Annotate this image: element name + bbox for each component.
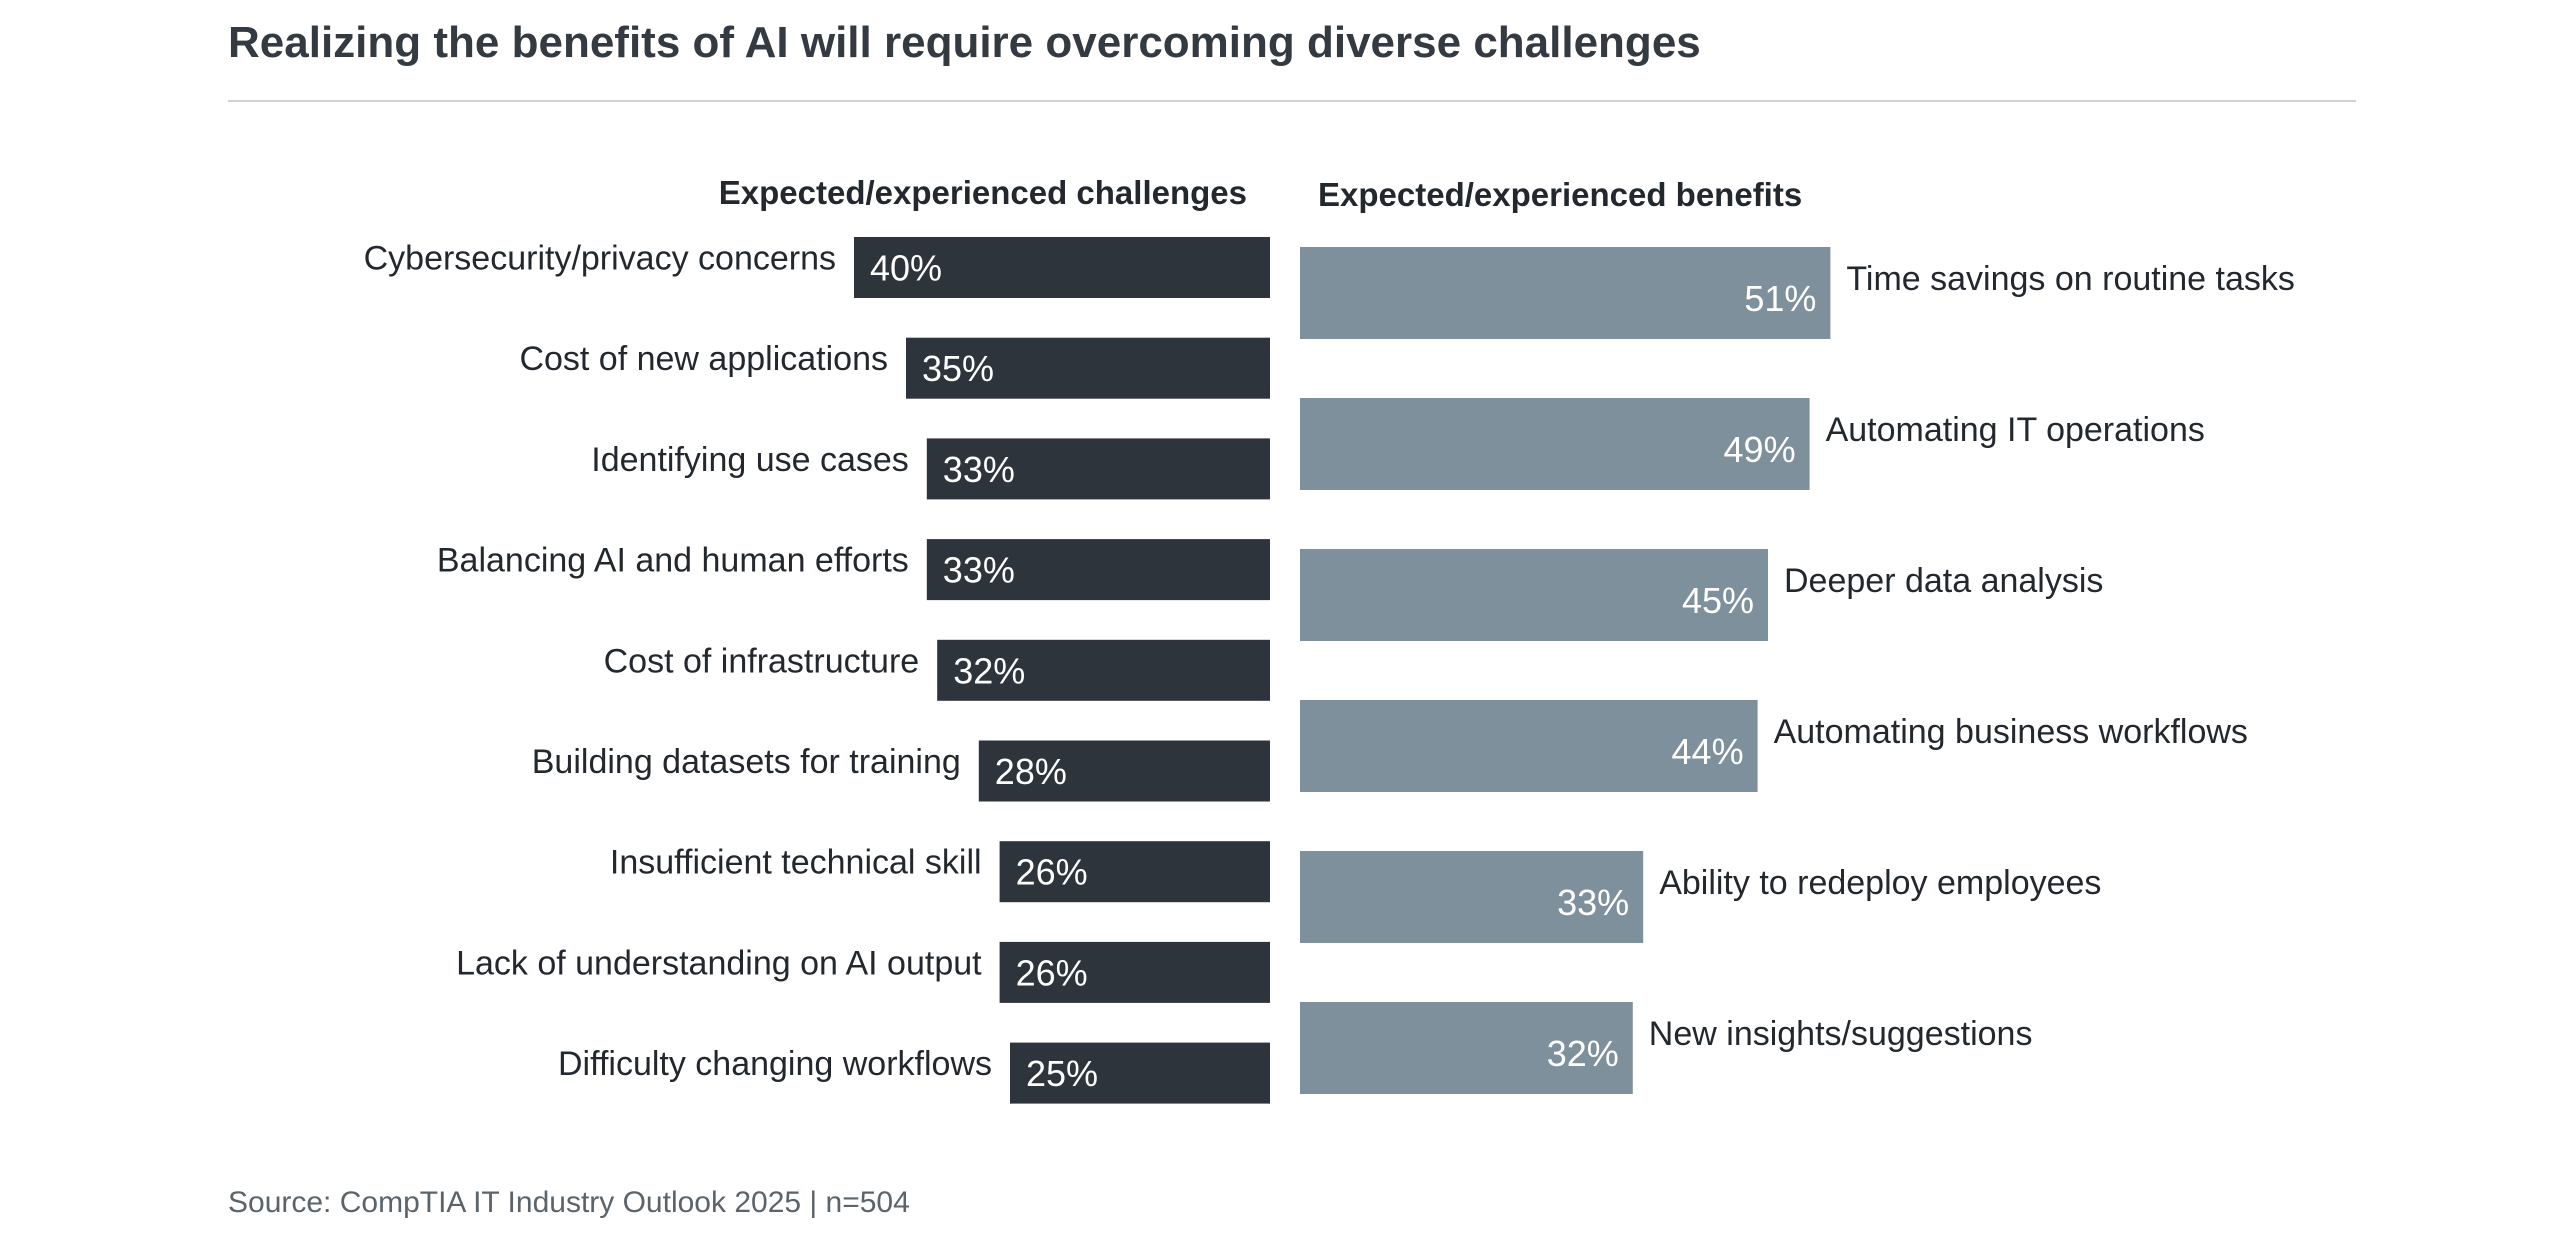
challenge-value-label: 33% bbox=[943, 449, 1015, 490]
benefit-category-label: New insights/suggestions bbox=[1649, 1015, 2033, 1053]
challenge-bar bbox=[926, 539, 1270, 601]
benefit-bar bbox=[1300, 549, 1768, 641]
challenge-value-label: 35% bbox=[922, 348, 994, 389]
benefit-value-label: 45% bbox=[1682, 580, 1754, 621]
challenge-category-label: Cost of new applications bbox=[519, 340, 888, 378]
challenge-value-label: 25% bbox=[1026, 1053, 1098, 1094]
benefit-bar bbox=[1300, 851, 1644, 943]
challenge-bar bbox=[854, 237, 1270, 298]
challenge-category-label: Balancing AI and human efforts bbox=[437, 542, 909, 580]
benefit-bar bbox=[1300, 1002, 1633, 1094]
title-divider bbox=[228, 100, 2356, 102]
benefit-category-label: Ability to redeploy employees bbox=[1659, 864, 2101, 902]
challenge-value-label: 28% bbox=[995, 751, 1067, 792]
page-title: Realizing the benefits of AI will requir… bbox=[228, 18, 1701, 67]
challenge-category-label: Insufficient technical skill bbox=[610, 844, 982, 882]
challenge-value-label: 40% bbox=[870, 248, 942, 289]
benefit-category-label: Time savings on routine tasks bbox=[1846, 260, 2294, 298]
challenge-bar bbox=[999, 941, 1270, 1003]
source-note: Source: CompTIA IT Industry Outlook 2025… bbox=[228, 1186, 910, 1219]
benefit-category-label: Deeper data analysis bbox=[1784, 562, 2103, 600]
challenges-panel-title: Expected/experienced challenges bbox=[719, 174, 1247, 211]
benefit-value-label: 32% bbox=[1547, 1033, 1619, 1074]
challenge-bar bbox=[937, 639, 1270, 701]
benefits-bars: 51% Time savings on routine tasks 49% Autom… bbox=[1300, 247, 2295, 1094]
benefit-bar bbox=[1300, 398, 1810, 490]
benefit-bar bbox=[1300, 247, 1831, 339]
challenge-category-label: Building datasets for training bbox=[532, 743, 961, 781]
challenge-category-label: Lack of understanding on AI output bbox=[456, 944, 982, 982]
benefit-value-label: 51% bbox=[1744, 278, 1816, 319]
challenge-bar bbox=[999, 841, 1270, 903]
benefit-value-label: 44% bbox=[1672, 731, 1744, 772]
benefit-category-label: Automating IT operations bbox=[1826, 411, 2205, 449]
challenge-category-label: Difficulty changing workflows bbox=[558, 1045, 992, 1083]
challenge-category-label: Cost of infrastructure bbox=[604, 642, 920, 680]
benefits-panel-title: Expected/experienced benefits bbox=[1318, 176, 1802, 213]
challenge-bar bbox=[978, 740, 1270, 802]
challenge-bar bbox=[1010, 1042, 1270, 1104]
benefit-value-label: 49% bbox=[1724, 429, 1796, 470]
challenges-bars: 40% Cybersecurity/privacy concerns 35% Cost… bbox=[364, 237, 1270, 1104]
challenge-value-label: 26% bbox=[1016, 852, 1088, 893]
challenge-bar bbox=[926, 438, 1270, 500]
benefit-value-label: 33% bbox=[1557, 882, 1629, 923]
challenge-value-label: 26% bbox=[1016, 952, 1088, 993]
challenge-value-label: 32% bbox=[953, 650, 1025, 691]
challenge-bar bbox=[906, 337, 1270, 399]
benefit-bar bbox=[1300, 700, 1758, 792]
challenge-value-label: 33% bbox=[943, 550, 1015, 591]
challenge-category-label: Cybersecurity/privacy concerns bbox=[364, 240, 836, 278]
challenge-category-label: Identifying use cases bbox=[591, 441, 909, 479]
benefit-category-label: Automating business workflows bbox=[1774, 713, 2248, 751]
